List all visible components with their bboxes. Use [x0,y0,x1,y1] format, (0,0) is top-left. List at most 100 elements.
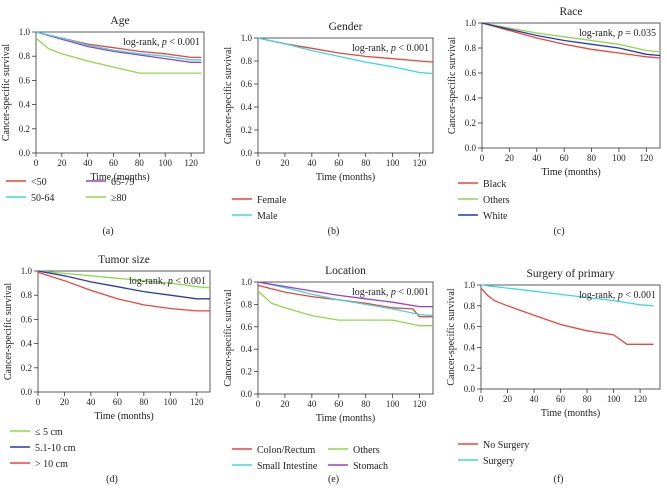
y-tick-label: 0.0 [464,384,476,394]
y-tick-label: 0.2 [465,118,476,128]
x-tick-label: 120 [640,153,654,163]
y-axis-label: Cancer-specific survival [3,283,14,380]
x-tick-label: 60 [334,158,344,168]
y-tick-label: 0.6 [465,68,477,78]
x-tick-label: 80 [139,397,149,407]
chart-title: Age [110,15,129,27]
logrank-annotation: log-rank, p < 0.001 [123,37,200,48]
x-tick-label: 80 [361,158,371,168]
x-tick-label: 20 [280,399,290,409]
chart-title: Gender [329,21,363,33]
x-tick-label: 40 [83,158,93,168]
plot-frame [257,281,434,395]
legend-label: <50 [31,177,47,188]
series-line-50-64 [35,31,202,61]
y-tick-label: 1.0 [464,280,476,290]
y-tick-label: 1.0 [465,18,477,28]
chart-panel-a: Age 0 20 40 60 80 100 120 0.0 0.2 0.4 0.6 0.8 1.0 Time… [1,15,205,237]
legend-label: > 10 cm [35,459,68,470]
series-line-stomach [257,281,433,308]
y-tick-label: 0.6 [241,79,253,89]
x-tick-label: 100 [164,397,178,407]
y-tick-label: 0.8 [465,43,477,53]
x-tick-label: 60 [113,397,123,407]
x-tick-label: 0 [480,153,485,163]
x-tick-label: 80 [587,153,597,163]
x-tick-label: 0 [34,158,39,168]
y-tick-label: 0.2 [241,125,252,135]
x-axis-label: Time (months) [541,167,600,178]
y-tick-label: 0.4 [241,344,253,354]
x-tick-label: 100 [607,394,621,404]
legend-label: Black [483,179,506,190]
x-tick-label: 20 [505,153,515,163]
y-tick-label: 0.2 [241,367,252,377]
series-line-others [481,22,661,53]
y-tick-label: 1.0 [21,266,33,276]
x-tick-label: 100 [386,399,400,409]
y-tick-label: 0.8 [21,290,33,300]
chart-panel-f: Surgery of primary 0 20 40 60 80 100 120 0.0 0.2 0… [446,268,661,485]
x-tick-label: 120 [413,158,427,168]
y-tick-label: 0.4 [241,102,253,112]
plot-frame [481,22,661,149]
chart-title: Race [560,6,583,18]
y-tick-label: 0.2 [464,363,475,373]
x-tick-label: 40 [532,153,542,163]
series-line-others [257,290,433,327]
y-tick-label: 0.6 [21,314,33,324]
legend-label: Surgery [483,456,514,467]
panel-label: (c) [553,226,564,237]
x-tick-label: 0 [256,399,261,409]
y-axis-label: Cancer-specific survival [446,288,457,385]
series-line-5-1-10-cm [37,270,210,300]
series-line-white [481,22,661,57]
y-tick-label: 0.0 [241,389,253,399]
y-tick-label: 0.6 [19,75,31,85]
legend-label: 5.1-10 cm [35,443,76,454]
y-tick-label: 0.4 [21,339,33,349]
chart-title: Tumor size [98,254,150,266]
x-tick-label: 0 [479,394,484,404]
y-tick-label: 0.0 [19,148,31,158]
y-tick-label: 0.4 [464,342,476,352]
legend-label: No Surgery [483,440,529,451]
y-tick-label: 0.6 [241,322,253,332]
y-tick-label: 0.8 [19,51,31,61]
chart-panel-d: Tumor size 0 20 40 60 80 100 120 0.0 0.2 0.4 0.6 0.8… [3,254,211,485]
x-tick-label: 20 [503,394,513,404]
plot-frame [480,284,661,390]
y-tick-label: 0.8 [241,299,253,309]
panel-label: (b) [328,226,340,237]
x-tick-label: 100 [386,158,400,168]
logrank-annotation: log-rank, p < 0.001 [129,276,206,287]
x-tick-label: 100 [158,158,172,168]
x-tick-label: 120 [413,399,427,409]
x-tick-label: 0 [36,397,41,407]
series-line-male [257,37,434,75]
x-tick-label: 20 [280,158,290,168]
y-axis-label: Cancer-specific survival [223,47,234,144]
y-tick-label: 0.0 [465,143,477,153]
x-axis-label: Time (months) [541,408,600,419]
y-tick-label: 1.0 [241,277,253,287]
legend-label: Male [257,211,278,222]
chart-panel-e: Location 0 20 40 60 80 100 120 0.0 0.2 0.4 0.6 0.8 1.… [223,265,434,485]
x-tick-label: 40 [307,158,317,168]
y-tick-label: 1.0 [19,27,31,37]
series-line-small-intestine [257,281,434,317]
logrank-annotation: log-rank, p < 0.001 [579,290,656,301]
legend-label: Colon/Rectum [257,445,316,456]
x-tick-label: 120 [190,397,204,407]
y-axis-label: Cancer-specific survival [223,289,234,386]
y-tick-label: 0.6 [464,322,476,332]
x-tick-label: 40 [530,394,540,404]
legend-label: Stomach [353,461,388,472]
x-tick-label: 80 [583,394,593,404]
series-line--5-cm [37,270,211,289]
y-tick-label: 0.0 [21,387,33,397]
series-line-65-79 [35,31,202,63]
x-tick-label: 20 [60,397,70,407]
plot-frame [37,270,211,393]
x-axis-label: Time (months) [316,172,375,183]
